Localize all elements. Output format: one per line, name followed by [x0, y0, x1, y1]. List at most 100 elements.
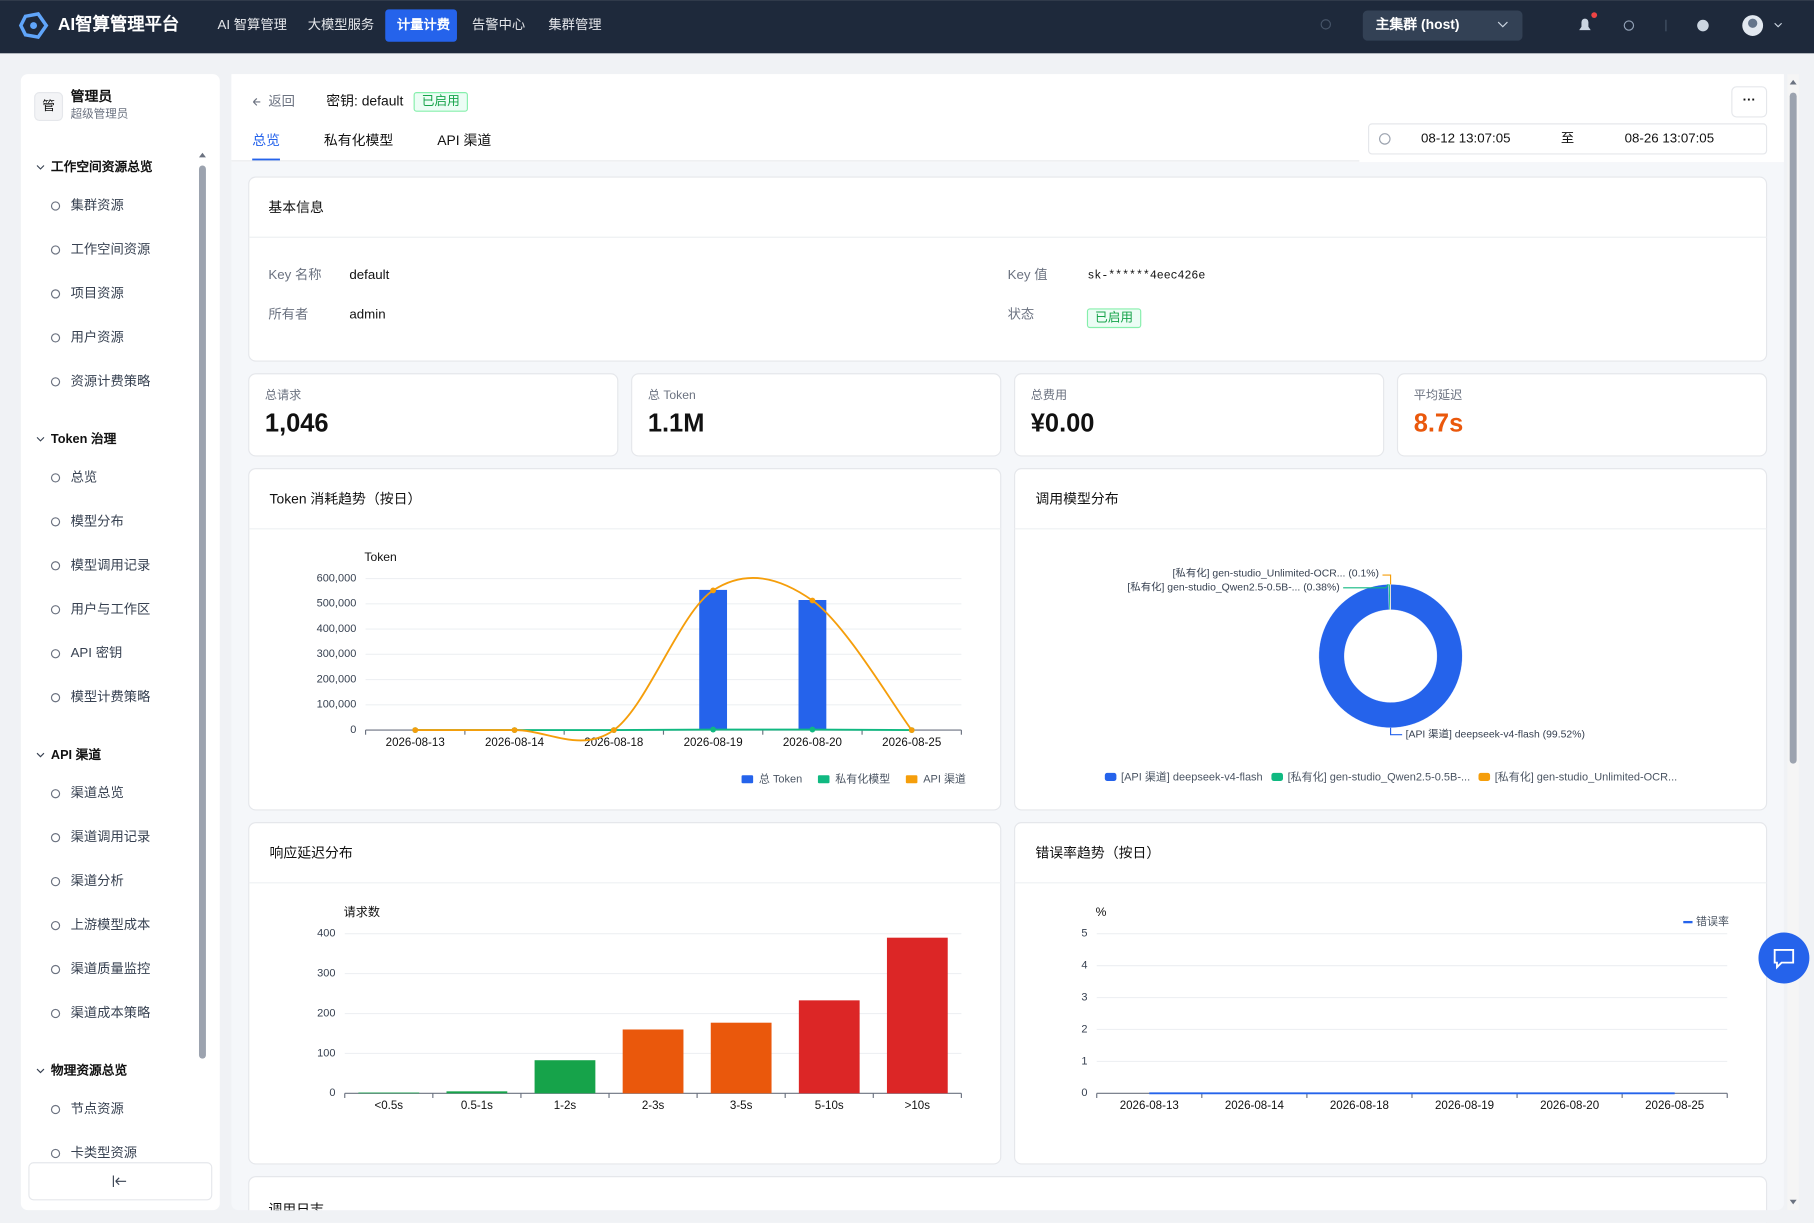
x-tick-label: 2026-08-25 [882, 737, 941, 749]
status-text: 已启用 [1095, 310, 1133, 325]
x-tick-label: 2026-08-20 [1540, 1100, 1599, 1112]
menu-item[interactable]: 上游模型成本 [71, 917, 151, 932]
menu-item[interactable]: 渠道调用记录 [71, 829, 151, 844]
item-icon [50, 517, 61, 527]
range-start[interactable]: 08-12 13:07:05 [1421, 130, 1510, 145]
legend-icon [1104, 772, 1117, 781]
more-button[interactable] [1731, 86, 1768, 118]
menu-item[interactable]: 渠道分析 [71, 873, 124, 888]
field-value: admin [349, 306, 385, 321]
cluster-select[interactable] [1362, 10, 1523, 41]
menu-item[interactable]: 计量计费 [397, 16, 450, 32]
item-icon [50, 289, 61, 299]
sidebar-scrollbar[interactable] [198, 165, 206, 1059]
menu-item[interactable]: 卡类型资源 [71, 1145, 137, 1160]
avatar-head [1748, 18, 1758, 28]
item-icon [50, 201, 61, 211]
menu-item[interactable]: 项目资源 [71, 285, 124, 300]
y-tick-label: 400,000 [317, 623, 357, 635]
stat-label: 总 Token [648, 388, 696, 402]
legend-label[interactable]: 私有化模型 [835, 772, 890, 786]
menu-item[interactable]: 总览 [71, 469, 98, 484]
tab[interactable]: API 渠道 [437, 132, 491, 148]
range-end[interactable]: 08-26 13:07:05 [1625, 130, 1714, 145]
field-label: Key 值 [1008, 267, 1048, 282]
search-icon[interactable] [1320, 19, 1331, 30]
menu-item[interactable]: 渠道成本策略 [71, 1004, 151, 1020]
x-tick-label: 2026-08-19 [684, 737, 743, 749]
settings-icon[interactable] [1697, 19, 1709, 32]
chart-title: Token 消耗趋势（按日） [270, 491, 422, 507]
menu-item[interactable]: 集群管理 [548, 17, 601, 32]
menu-item[interactable]: 模型分布 [71, 513, 124, 528]
menu-item[interactable]: 集群资源 [71, 198, 124, 213]
item-icon [50, 473, 61, 483]
legend-label[interactable]: [私有化] gen-studio_Qwen2.5-0.5B-... [1288, 769, 1471, 783]
x-tick-label: 5-10s [815, 1100, 844, 1112]
menu-item[interactable]: 渠道总览 [71, 785, 124, 800]
y-axis-label: Token [364, 550, 396, 564]
field-value: default [349, 267, 389, 282]
menu-item[interactable]: 工作空间资源 [71, 241, 151, 256]
item-icon [50, 605, 61, 615]
menu-item[interactable]: API 密钥 [71, 644, 123, 660]
menu-item[interactable]: 模型调用记录 [71, 557, 151, 572]
date-range[interactable] [1368, 123, 1768, 155]
bar [886, 937, 948, 1094]
x-tick-label: 2026-08-13 [1120, 1100, 1179, 1112]
field-label: Key 名称 [268, 267, 321, 282]
menu-item[interactable]: AI 智算管理 [217, 17, 286, 32]
group-title[interactable]: API 渠道 [51, 747, 101, 762]
back-link[interactable]: 返回 [268, 93, 295, 108]
back-icon[interactable] [252, 98, 261, 106]
item-icon [50, 789, 61, 799]
legend-icon [817, 775, 830, 784]
menu-item[interactable]: 大模型服务 [308, 17, 374, 32]
point [710, 587, 717, 594]
tab[interactable]: 总览 [252, 132, 280, 148]
group-title[interactable]: 工作空间资源总览 [51, 159, 153, 174]
badge [1591, 12, 1598, 19]
stat-value: 8.7s [1414, 409, 1464, 437]
menu-item[interactable]: 模型计费策略 [71, 688, 151, 704]
menu-item[interactable]: 资源计费策略 [71, 372, 151, 388]
chart-title: 调用模型分布 [1035, 491, 1118, 507]
bar [534, 1060, 596, 1094]
legend-label[interactable]: [API 渠道] deepseek-v4-flash [1121, 769, 1263, 783]
point [412, 727, 419, 733]
theme-icon[interactable] [1623, 20, 1635, 31]
chat-button[interactable] [1758, 932, 1810, 984]
menu-item[interactable]: 渠道质量监控 [71, 961, 151, 976]
chart-card: 错误率趋势（按日） 0 1 2 3 4 5% 2026-08-13 2026-08-14 2026… [1014, 822, 1768, 1165]
cluster-name[interactable]: 主集群 (host) [1376, 16, 1460, 32]
card [248, 468, 1002, 811]
item-icon [50, 920, 61, 931]
y-tick-label: 0 [329, 1087, 335, 1099]
slice-label: [私有化] gen-studio_Qwen2.5-0.5B-... (0.38%… [1127, 581, 1339, 594]
menu-item[interactable]: 用户资源 [71, 328, 124, 344]
x-tick-label: 2026-08-18 [584, 737, 643, 749]
status-text: 已启用 [422, 93, 460, 108]
bell-icon[interactable] [1579, 18, 1591, 31]
point [908, 727, 915, 733]
legend-label[interactable]: 总 Token [759, 772, 802, 786]
logo [18, 12, 49, 40]
tab[interactable]: 私有化模型 [324, 132, 394, 148]
y-tick-label: 200,000 [317, 673, 357, 685]
x-tick-label: 0.5-1s [461, 1100, 493, 1112]
legend-label[interactable]: API 渠道 [923, 772, 966, 786]
legend-icon [905, 775, 918, 784]
legend-label[interactable]: [私有化] gen-studio_Unlimited-OCR... [1495, 769, 1678, 783]
bar [446, 1091, 508, 1094]
point [511, 727, 518, 733]
pie-slice [1318, 584, 1463, 728]
main-scrollbar[interactable] [1789, 92, 1797, 764]
menu-item[interactable]: 用户与工作区 [71, 600, 151, 616]
menu-item[interactable]: 告警中心 [472, 17, 525, 32]
stat-value: 1.1M [648, 409, 705, 437]
x-tick-label: 3-5s [730, 1100, 753, 1112]
group-title[interactable]: 物理资源总览 [51, 1063, 128, 1078]
legend-label[interactable]: 错误率 [1696, 914, 1729, 928]
menu-item[interactable]: 节点资源 [71, 1101, 124, 1116]
group-title[interactable]: Token 治理 [51, 431, 117, 446]
